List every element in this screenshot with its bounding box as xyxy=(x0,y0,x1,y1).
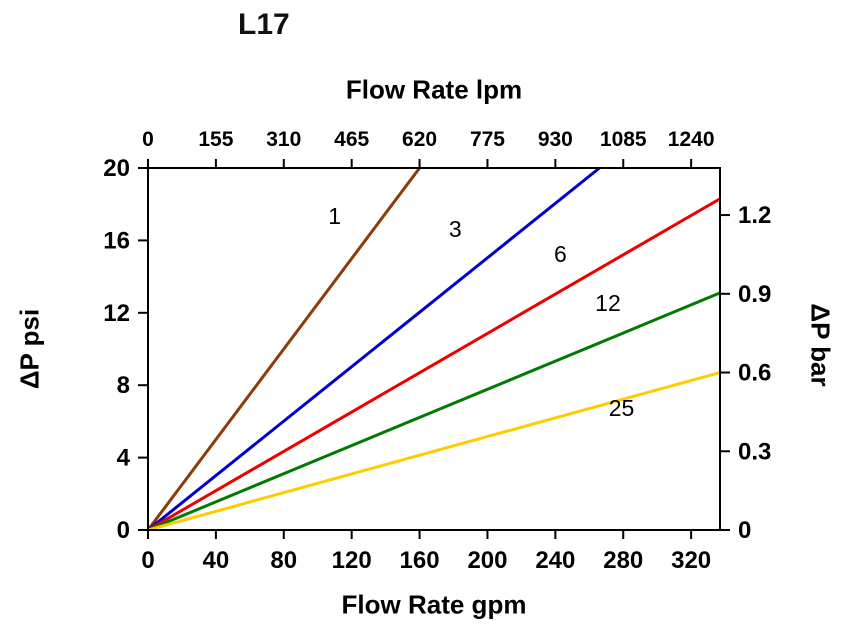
y-left-tick-label: 16 xyxy=(103,227,130,254)
x-bottom-tick-label: 0 xyxy=(141,547,154,574)
series-label-1: 1 xyxy=(328,203,341,229)
x-top-tick-label: 0 xyxy=(142,128,154,151)
series-lines xyxy=(148,168,720,530)
x-bottom-tick-label: 240 xyxy=(535,547,575,574)
series-line-25 xyxy=(148,371,720,530)
series-line-3 xyxy=(148,168,601,530)
y-left-tick-label: 0 xyxy=(117,517,130,544)
series-line-1 xyxy=(148,168,422,530)
x-bottom-tick-label: 120 xyxy=(332,547,372,574)
series-line-6 xyxy=(148,197,720,530)
y-left-tick-label: 8 xyxy=(117,372,130,399)
x-top-tick-label: 930 xyxy=(538,128,573,151)
x-bottom-tick-label: 160 xyxy=(400,547,440,574)
x-bottom-tick-label: 320 xyxy=(671,547,711,574)
x-top-tick-label: 465 xyxy=(334,128,369,151)
x-bottom-tick-label: 280 xyxy=(603,547,643,574)
x-top-tick-label: 155 xyxy=(198,128,233,151)
y-right-tick-label: 0.9 xyxy=(738,281,771,308)
y-left-tick-label: 12 xyxy=(103,300,130,327)
y-right-tick-label: 1.2 xyxy=(738,202,771,229)
series-label-3: 3 xyxy=(449,216,462,242)
x-top-tick-label: 310 xyxy=(266,128,301,151)
y-right-tick-label: 0 xyxy=(738,517,751,544)
top-axis-title: Flow Rate lpm xyxy=(345,74,523,105)
x-top-tick-label: 775 xyxy=(470,128,505,151)
bottom-axis-title: Flow Rate gpm xyxy=(341,589,527,620)
x-bottom-tick-label: 80 xyxy=(270,547,297,574)
chart-title: L17 xyxy=(238,8,290,41)
y-left-tick-label: 20 xyxy=(103,155,130,182)
plot-border xyxy=(147,167,721,531)
y-right-tick-label: 0.6 xyxy=(738,360,771,387)
series-label-25: 25 xyxy=(609,395,635,421)
series-label-12: 12 xyxy=(595,290,621,316)
x-bottom-tick-label: 200 xyxy=(467,547,507,574)
x-top-tick-label: 1085 xyxy=(600,128,647,151)
x-bottom-tick-label: 40 xyxy=(203,547,230,574)
y-right-tick-label: 0.3 xyxy=(738,438,771,465)
x-top-tick-label: 620 xyxy=(402,128,437,151)
y-left-tick-label: 4 xyxy=(117,445,131,472)
series-label-6: 6 xyxy=(554,241,567,267)
series-line-12 xyxy=(148,291,720,530)
x-top-tick-label: 1240 xyxy=(668,128,715,151)
